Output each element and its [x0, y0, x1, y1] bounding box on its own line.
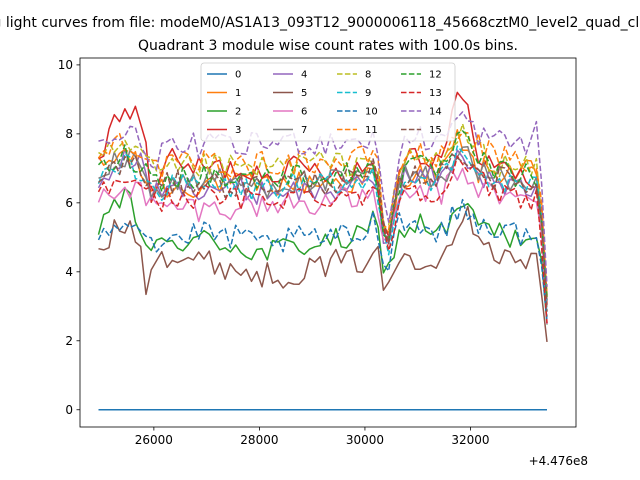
series-line-10: [97, 198, 548, 322]
y-tick-label: 6: [65, 196, 73, 210]
legend-label-0: 0: [235, 70, 241, 81]
series-line-13: [97, 155, 548, 324]
x-offset-label: +4.476e8: [529, 454, 588, 468]
series-line-5: [98, 205, 548, 342]
legend-label-6: 6: [301, 107, 307, 118]
legend-label-14: 14: [429, 107, 442, 118]
y-tick-label: 2: [65, 334, 73, 348]
x-tick-label: 32000: [451, 433, 489, 447]
legend-label-3: 3: [235, 125, 241, 136]
series-line-8: [98, 123, 548, 297]
legend-box: [200, 62, 456, 142]
series-line-11: [97, 131, 548, 297]
legend-label-9: 9: [365, 88, 371, 99]
series-layer: [97, 91, 548, 411]
legend-label-10: 10: [365, 107, 378, 118]
y-tick-label: 4: [65, 265, 73, 279]
legend-label-4: 4: [301, 70, 307, 81]
legend-label-13: 13: [429, 88, 442, 99]
figure-suptitle: Plotting light curves from file: modeM0/…: [0, 15, 640, 31]
series-line-15: [98, 153, 548, 312]
series-line-7: [98, 145, 548, 301]
y-tick-label: 0: [65, 403, 73, 417]
legend-label-5: 5: [301, 88, 307, 99]
series-line-14: [98, 111, 548, 287]
x-tick-label: 30000: [346, 433, 384, 447]
axes-frame: [79, 57, 577, 428]
series-line-3: [98, 91, 548, 305]
legend-label-1: 1: [235, 88, 241, 99]
series-line-2: [97, 187, 548, 325]
legend-label-2: 2: [235, 107, 241, 118]
x-tick-label: 26000: [135, 433, 173, 447]
legend-label-15: 15: [429, 125, 442, 136]
y-tick-label: 10: [58, 58, 73, 72]
y-tick-label: 8: [65, 127, 73, 141]
series-line-12: [97, 130, 548, 298]
legend-label-12: 12: [429, 70, 442, 81]
legend-label-7: 7: [301, 125, 307, 136]
legend-label-8: 8: [365, 70, 371, 81]
legend-label-11: 11: [365, 125, 378, 136]
x-tick-label: 28000: [240, 433, 278, 447]
chart-title: Quadrant 3 module wise count rates with …: [138, 38, 518, 54]
